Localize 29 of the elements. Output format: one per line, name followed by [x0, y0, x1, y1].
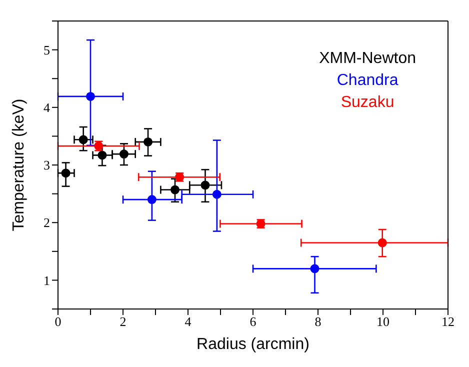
point [147, 195, 156, 204]
text: Chandra [336, 71, 400, 91]
point [86, 92, 95, 101]
point [119, 150, 128, 159]
x-tick-label: 10 [376, 314, 390, 330]
x-tick-label: 4 [184, 314, 192, 330]
x-tick-label: 8 [314, 314, 322, 330]
x-tick-label: 2 [120, 314, 126, 330]
point [78, 135, 88, 144]
point [200, 180, 210, 190]
x-axis-title: Radius (arcmin) [196, 336, 310, 353]
y-tick-label: 5 [44, 42, 50, 58]
x-tick-label: 6 [250, 314, 257, 330]
point [170, 185, 180, 194]
point [310, 264, 320, 274]
y-axis-title: Temperature (keV) [10, 98, 28, 232]
point [378, 238, 387, 248]
y-tick-label: 3 [44, 158, 50, 173]
text: XMM-Newton [319, 49, 416, 69]
point [98, 150, 107, 160]
y-tick-label: 4 [44, 100, 50, 116]
y-tick-label: 2 [44, 215, 50, 230]
y-tick-label: 1 [44, 272, 50, 288]
point [144, 137, 153, 146]
point [212, 190, 222, 199]
point [61, 168, 70, 178]
x-tick-label: 0 [54, 314, 62, 330]
text: Suzaku [340, 93, 396, 113]
x-tick-label: 12 [442, 314, 454, 330]
